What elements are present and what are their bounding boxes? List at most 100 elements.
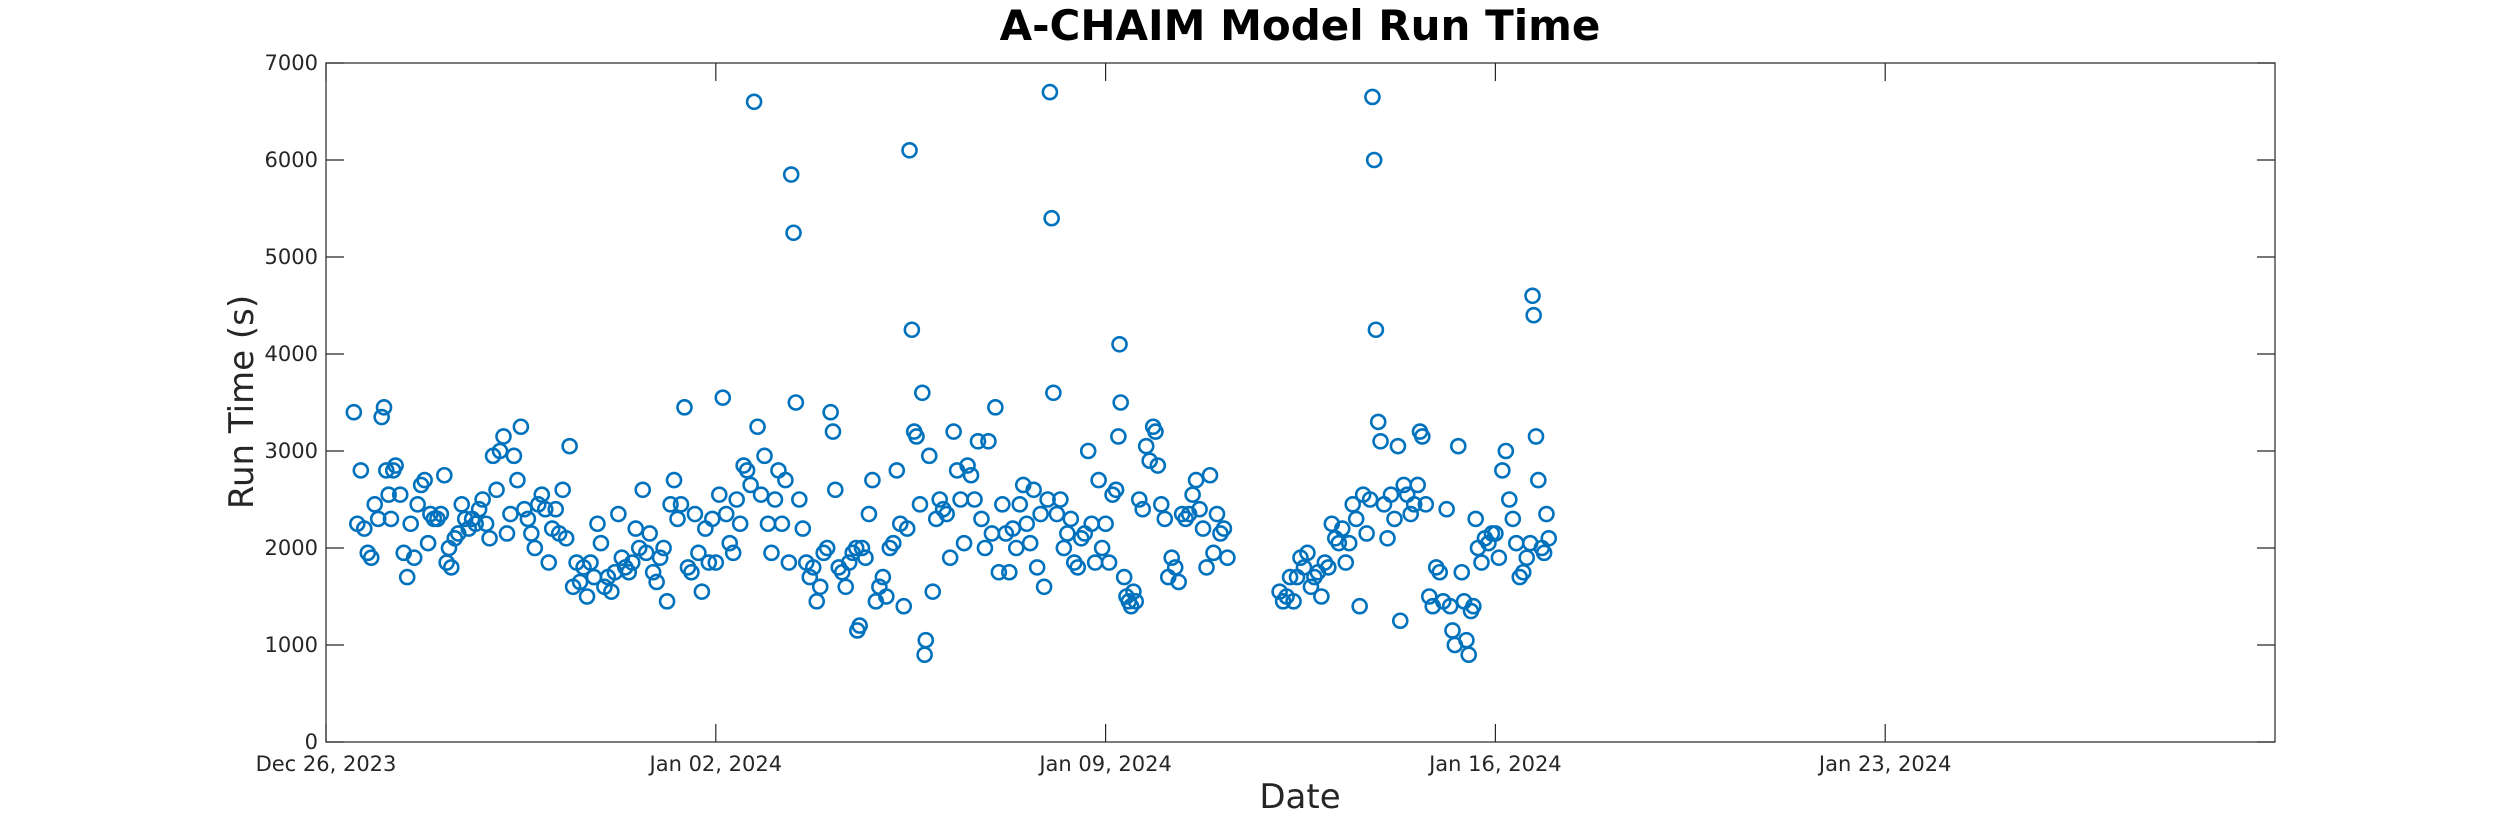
data-point xyxy=(1487,525,1504,542)
data-point xyxy=(1170,573,1187,591)
data-point xyxy=(1444,622,1461,639)
data-point xyxy=(895,597,913,615)
x-tick-label: Jan 09, 2024 xyxy=(1037,752,1172,776)
data-point xyxy=(976,539,994,557)
data-point xyxy=(1041,83,1059,101)
data-point xyxy=(536,500,554,518)
data-point xyxy=(1358,525,1375,542)
data-point xyxy=(1163,549,1181,567)
data-point xyxy=(1369,413,1387,431)
data-point xyxy=(924,583,942,600)
data-point xyxy=(1045,384,1062,402)
data-point xyxy=(1025,481,1042,499)
data-point xyxy=(903,321,921,339)
data-point xyxy=(782,166,800,183)
data-point xyxy=(442,559,460,576)
data-point xyxy=(1152,496,1170,513)
data-point xyxy=(717,505,735,523)
data-point xyxy=(1313,588,1330,605)
chart-title: A-CHAIM Model Run Time xyxy=(1000,1,1601,50)
data-point xyxy=(1409,476,1426,494)
data-point xyxy=(745,93,763,111)
data-point xyxy=(571,573,589,591)
data-point xyxy=(1149,457,1167,474)
data-point xyxy=(1111,335,1128,353)
data-point xyxy=(470,500,488,518)
data-point xyxy=(373,408,390,426)
data-point xyxy=(888,462,906,479)
data-point xyxy=(1540,529,1558,547)
data-point xyxy=(1497,442,1515,460)
data-point xyxy=(1473,554,1490,571)
data-point xyxy=(641,525,658,542)
data-point xyxy=(1059,525,1076,542)
data-point xyxy=(1028,559,1046,576)
x-tick-label: Jan 23, 2024 xyxy=(1817,752,1952,776)
data-point xyxy=(759,515,777,533)
data-point xyxy=(853,539,871,557)
data-point xyxy=(1093,539,1111,557)
data-point xyxy=(623,554,641,571)
data-point xyxy=(1333,520,1351,537)
data-point xyxy=(931,491,949,508)
data-point xyxy=(1141,452,1158,470)
data-point xyxy=(382,510,400,528)
data-point xyxy=(728,491,745,508)
data-point xyxy=(1035,578,1053,596)
data-point xyxy=(1379,529,1396,547)
data-point xyxy=(672,496,690,513)
data-point xyxy=(1110,428,1127,445)
data-point xyxy=(405,549,423,567)
data-point xyxy=(1420,588,1438,605)
data-point xyxy=(648,573,665,591)
data-point xyxy=(557,529,575,547)
data-point xyxy=(1055,539,1073,557)
data-point xyxy=(1367,321,1385,339)
data-point xyxy=(1001,563,1018,581)
data-point xyxy=(676,399,693,416)
data-point xyxy=(1490,549,1508,567)
data-point xyxy=(1330,534,1348,552)
data-point xyxy=(1198,559,1215,576)
data-point xyxy=(1090,471,1107,489)
data-point xyxy=(911,496,929,513)
data-point xyxy=(801,568,819,586)
data-point xyxy=(547,500,565,518)
data-point xyxy=(1115,568,1133,586)
data-point xyxy=(387,457,404,474)
data-point xyxy=(1069,559,1087,576)
data-point xyxy=(824,423,842,440)
data-point xyxy=(1453,563,1471,581)
y-tick-label: 7000 xyxy=(265,51,318,75)
data-point xyxy=(516,500,533,518)
data-point xyxy=(994,496,1011,513)
data-point xyxy=(1320,559,1337,576)
data-point xyxy=(362,549,380,567)
data-point xyxy=(756,447,773,465)
data-point xyxy=(655,539,672,557)
data-point xyxy=(1156,510,1174,528)
y-tick-label: 2000 xyxy=(265,536,318,560)
data-point xyxy=(1465,597,1482,615)
data-point xyxy=(1507,534,1525,552)
data-point xyxy=(391,486,409,503)
data-point xyxy=(1062,510,1080,528)
data-point xyxy=(704,510,721,528)
y-tick-label: 4000 xyxy=(265,342,318,366)
data-point xyxy=(488,481,505,499)
y-tick-label: 6000 xyxy=(265,148,318,172)
data-point xyxy=(763,544,780,562)
data-point xyxy=(785,224,802,242)
data-point xyxy=(1166,559,1184,576)
data-point xyxy=(523,525,540,542)
data-point xyxy=(589,515,606,533)
data-point xyxy=(794,520,812,537)
data-point xyxy=(917,631,935,649)
data-point xyxy=(791,491,808,508)
data-point xyxy=(860,505,878,523)
data-point xyxy=(983,525,1001,542)
data-point xyxy=(878,588,895,605)
data-points xyxy=(345,83,1558,664)
data-point xyxy=(851,617,868,634)
data-point xyxy=(512,418,530,436)
